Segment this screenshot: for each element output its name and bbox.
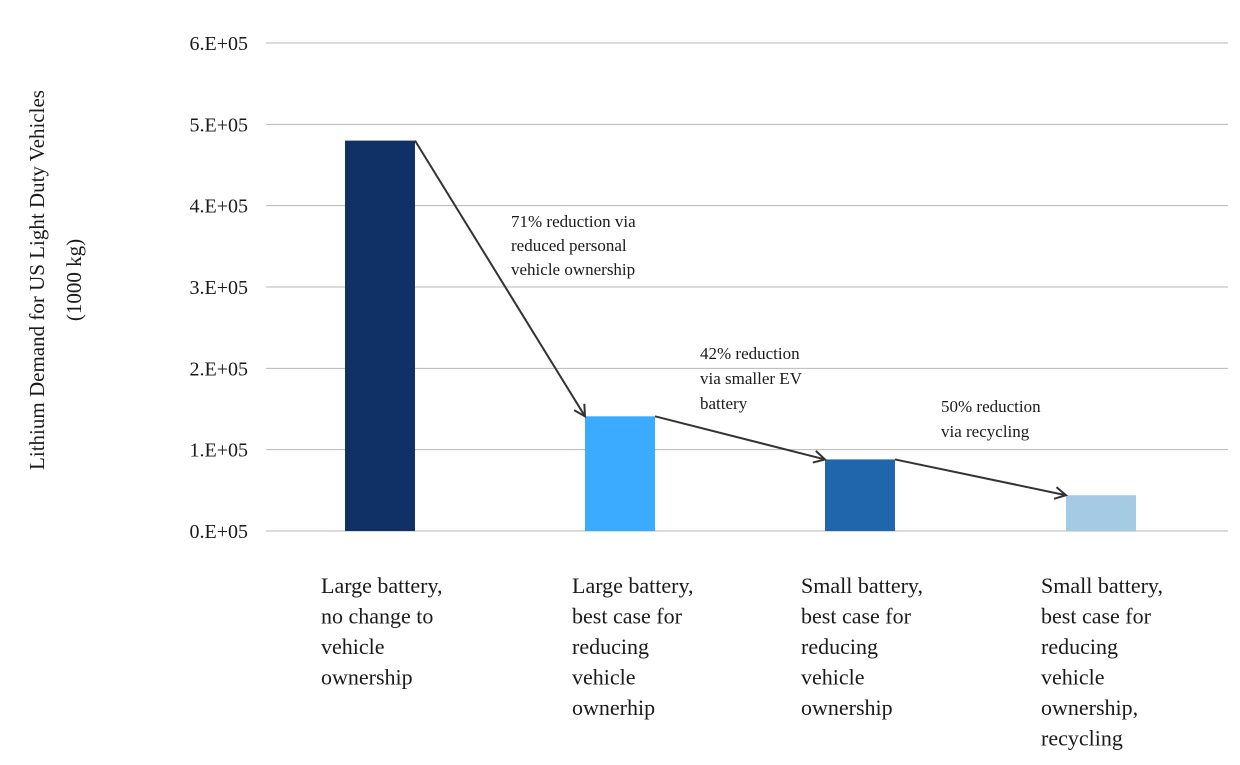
- annotation-arrows: [414, 140, 1066, 496]
- annotation-text: 42% reduction via smaller EV battery: [700, 344, 803, 413]
- y-tick-label: 2.E+05: [190, 358, 249, 380]
- y-axis-label: Lithium Demand for US Light Duty Vehicle…: [25, 90, 86, 470]
- bar: [345, 140, 415, 531]
- annotation-text: 50% reduction via recycling: [941, 397, 1041, 441]
- annotations: 71% reduction via reduced personal vehicle…: [511, 212, 1041, 441]
- annotation-arrow: [894, 458, 1066, 495]
- gridlines: [266, 42, 1228, 532]
- category-label: Small battery, best case for reducing vehic…: [1041, 573, 1163, 751]
- category-label: Small battery, best case for reducing vehic…: [801, 573, 923, 720]
- category-label: Large battery, no change to vehicle ownersh…: [321, 573, 443, 690]
- bar: [585, 416, 655, 531]
- y-tick-label: 1.E+05: [190, 440, 249, 462]
- annotation-text: 71% reduction via reduced personal vehicle…: [511, 212, 636, 279]
- y-axis-ticks: 0.E+05 1.E+05 2.E+05 3.E+05 4.E+05 5.E+05 6.E+…: [190, 33, 249, 543]
- y-tick-label: 6.E+05: [190, 33, 249, 55]
- y-tick-label: 3.E+05: [190, 277, 249, 299]
- y-tick-label: 5.E+05: [190, 114, 249, 136]
- bar: [825, 459, 895, 531]
- annotation-arrow: [414, 140, 585, 417]
- category-label: Large battery, best case for reducing vehic…: [572, 573, 694, 720]
- bars: [345, 140, 1136, 531]
- bar: [1066, 495, 1136, 531]
- y-tick-label: 0.E+05: [190, 521, 249, 543]
- y-tick-label: 4.E+05: [190, 196, 249, 218]
- x-axis-categories: Large battery, no change to vehicle ownersh…: [321, 573, 1163, 751]
- annotation-arrow: [654, 415, 825, 459]
